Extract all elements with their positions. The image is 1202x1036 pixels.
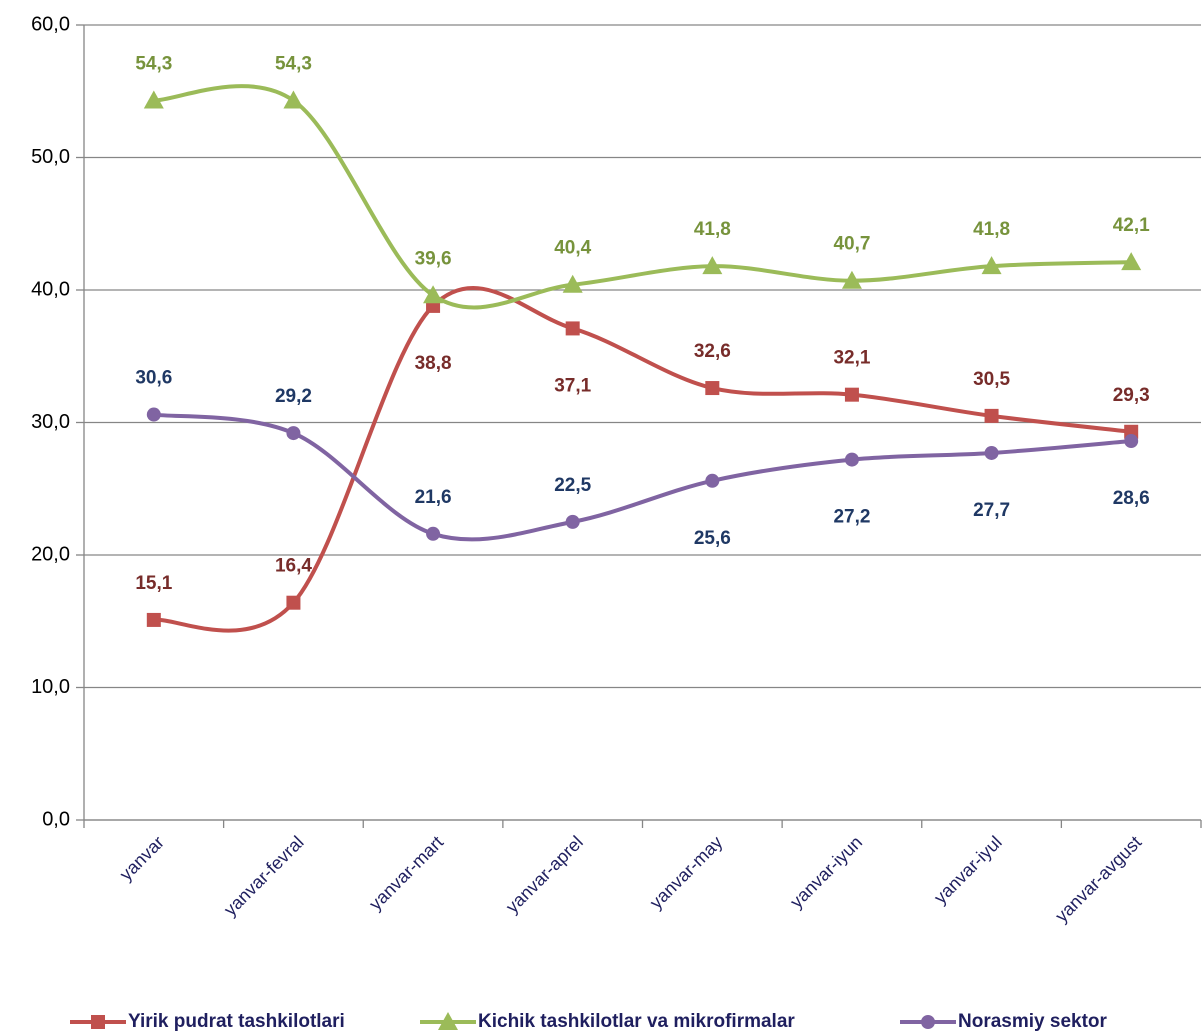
x-tick-label: yanvar-iyun bbox=[786, 832, 866, 912]
marker bbox=[286, 426, 301, 441]
data-label: 30,6 bbox=[135, 368, 172, 389]
x-tick-label: yanvar bbox=[116, 832, 168, 884]
data-label: 37,1 bbox=[554, 375, 591, 396]
marker bbox=[91, 1015, 105, 1029]
y-tick-label: 60,0 bbox=[31, 13, 70, 35]
marker bbox=[423, 285, 444, 304]
series-line bbox=[153, 285, 1132, 633]
data-label: 38,8 bbox=[415, 353, 452, 374]
legend-label: Norasmiy sektor bbox=[958, 1011, 1108, 1032]
marker bbox=[844, 452, 859, 467]
x-tick-label: yanvar-fevral bbox=[220, 832, 308, 920]
data-label: 16,4 bbox=[275, 556, 312, 577]
data-label: 40,4 bbox=[554, 238, 591, 259]
data-label: 30,5 bbox=[973, 369, 1010, 390]
marker bbox=[1121, 252, 1142, 271]
data-label: 42,1 bbox=[1113, 215, 1150, 236]
marker bbox=[1124, 434, 1139, 449]
data-label: 39,6 bbox=[415, 248, 452, 269]
marker bbox=[146, 612, 161, 627]
marker bbox=[286, 595, 301, 610]
marker bbox=[841, 270, 862, 289]
y-tick-label: 40,0 bbox=[31, 278, 70, 300]
data-label: 27,7 bbox=[973, 500, 1010, 521]
y-tick-label: 20,0 bbox=[31, 543, 70, 565]
data-label: 54,3 bbox=[135, 54, 172, 75]
series-line bbox=[153, 84, 1132, 310]
marker bbox=[426, 526, 441, 541]
legend-label: Kichik tashkilotlar va mikrofirmalar bbox=[478, 1011, 795, 1032]
x-tick-label: yanvar-mart bbox=[365, 832, 447, 914]
data-label: 41,8 bbox=[973, 219, 1010, 240]
data-label: 29,3 bbox=[1113, 385, 1150, 406]
data-label: 40,7 bbox=[833, 234, 870, 255]
data-label: 15,1 bbox=[135, 573, 172, 594]
marker bbox=[562, 274, 583, 293]
legend-item: Norasmiy sektor bbox=[900, 1011, 1108, 1032]
marker bbox=[984, 445, 999, 460]
data-label: 21,6 bbox=[415, 487, 452, 508]
legend-item: Yirik pudrat tashkilotlari bbox=[70, 1011, 345, 1032]
x-tick-label: yanvar-avgust bbox=[1051, 832, 1145, 926]
y-tick-label: 30,0 bbox=[31, 411, 70, 433]
legend-label: Yirik pudrat tashkilotlari bbox=[128, 1011, 345, 1032]
legend-item: Kichik tashkilotlar va mikrofirmalar bbox=[420, 1011, 795, 1032]
data-label: 54,3 bbox=[275, 54, 312, 75]
data-label: 28,6 bbox=[1113, 488, 1150, 509]
marker bbox=[146, 407, 161, 422]
data-label: 22,5 bbox=[554, 475, 591, 496]
data-label: 29,2 bbox=[275, 386, 312, 407]
data-label: 32,6 bbox=[694, 341, 731, 362]
x-tick-label: yanvar-aprel bbox=[502, 832, 587, 917]
marker bbox=[844, 387, 859, 402]
marker bbox=[438, 1012, 458, 1030]
data-label: 27,2 bbox=[833, 507, 870, 528]
y-tick-label: 0,0 bbox=[42, 808, 70, 830]
marker bbox=[143, 90, 164, 109]
marker bbox=[705, 381, 720, 396]
data-label: 25,6 bbox=[694, 528, 731, 549]
marker bbox=[705, 473, 720, 488]
marker bbox=[565, 514, 580, 529]
marker bbox=[565, 321, 580, 336]
marker bbox=[921, 1015, 935, 1029]
x-tick-label: yanvar-may bbox=[646, 832, 727, 913]
marker bbox=[984, 408, 999, 423]
x-tick-label: yanvar-iyul bbox=[930, 832, 1006, 908]
data-label: 41,8 bbox=[694, 219, 731, 240]
series-line bbox=[153, 412, 1132, 542]
data-label: 32,1 bbox=[833, 348, 870, 369]
marker bbox=[702, 256, 723, 275]
marker bbox=[981, 256, 1002, 275]
y-tick-label: 50,0 bbox=[31, 146, 70, 168]
y-tick-label: 10,0 bbox=[31, 676, 70, 698]
marker bbox=[283, 90, 304, 109]
